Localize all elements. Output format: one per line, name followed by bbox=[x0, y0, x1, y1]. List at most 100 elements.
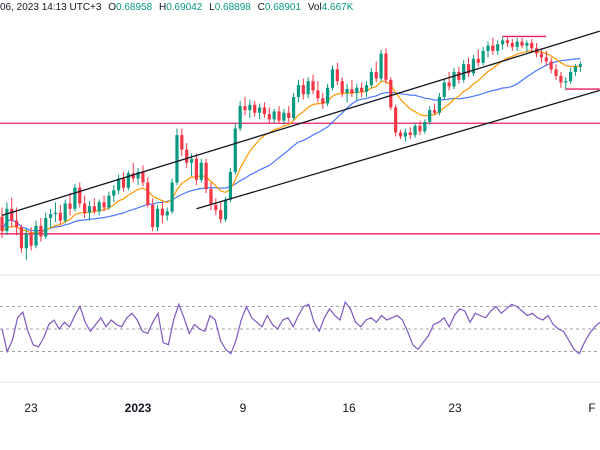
candle-body bbox=[272, 111, 276, 120]
candle-body bbox=[496, 44, 500, 51]
candle-body bbox=[131, 173, 135, 179]
candle-body bbox=[219, 210, 223, 220]
candle-body bbox=[39, 225, 43, 237]
candle-body bbox=[107, 195, 111, 208]
candle-body bbox=[481, 50, 485, 63]
rsi-line bbox=[1, 300, 600, 355]
candle-body bbox=[355, 87, 359, 93]
candle-body bbox=[282, 112, 286, 121]
candle-body bbox=[394, 107, 398, 133]
candle-body bbox=[505, 40, 510, 43]
candle-body bbox=[462, 64, 466, 80]
candle-body bbox=[360, 87, 364, 92]
candle-body bbox=[350, 89, 354, 93]
candle-body bbox=[19, 227, 24, 249]
candle-body bbox=[554, 69, 558, 76]
candle-body bbox=[544, 57, 548, 62]
x-tick-label: 9 bbox=[240, 401, 247, 415]
ohlc-header: 06, 2023 14:13 UTC+3 O0.68958 H0.69042 L… bbox=[0, 0, 600, 16]
candle-body bbox=[204, 162, 208, 190]
candle-body bbox=[364, 85, 369, 92]
candle-body bbox=[228, 171, 233, 200]
candle-body bbox=[233, 128, 237, 172]
moving-average-slow bbox=[1, 58, 581, 232]
candle-body bbox=[486, 45, 490, 51]
candle-body bbox=[151, 204, 155, 228]
candle-body bbox=[14, 220, 19, 228]
candle-body bbox=[389, 79, 393, 108]
candle-body bbox=[369, 71, 373, 86]
candle-body bbox=[170, 182, 174, 212]
candle-body bbox=[112, 190, 116, 196]
candle-body bbox=[73, 187, 77, 209]
candle-body bbox=[10, 208, 14, 221]
candle-body bbox=[311, 81, 315, 91]
x-tick-label: F bbox=[588, 401, 595, 415]
candle-body bbox=[447, 82, 451, 87]
channel-upper-line bbox=[1, 30, 600, 216]
candle-body bbox=[262, 107, 267, 115]
candle-body bbox=[44, 218, 48, 237]
candle-body bbox=[403, 132, 407, 137]
header-date: 06, 2023 14:13 UTC+3 bbox=[0, 2, 102, 13]
candle-body bbox=[253, 104, 257, 113]
candle-body bbox=[321, 98, 325, 104]
candle-body bbox=[457, 71, 461, 80]
candle-body bbox=[326, 87, 330, 104]
volume-value: 4.667K bbox=[321, 2, 354, 13]
candle-body bbox=[374, 71, 378, 79]
candle-body bbox=[243, 106, 247, 111]
candle-body bbox=[432, 110, 437, 113]
candle-body bbox=[199, 162, 203, 180]
candle-body bbox=[87, 206, 92, 213]
candle-body bbox=[408, 132, 412, 136]
x-tick-label: 23 bbox=[24, 401, 38, 415]
candle-body bbox=[384, 53, 388, 80]
high-label: H bbox=[158, 2, 167, 13]
candle-body bbox=[301, 85, 305, 95]
candle-body bbox=[0, 216, 4, 232]
volume-label: Vol bbox=[307, 2, 322, 13]
candle-body bbox=[413, 125, 417, 136]
candle-body bbox=[68, 203, 72, 209]
candle-body bbox=[175, 135, 179, 183]
x-tick-label: 23 bbox=[448, 401, 462, 415]
candle-body bbox=[126, 173, 130, 188]
candle-body bbox=[78, 187, 82, 204]
close-label: C bbox=[257, 2, 265, 13]
candle-body bbox=[5, 208, 9, 232]
candle-body bbox=[24, 233, 28, 249]
close-value: 0.68901 bbox=[264, 2, 302, 13]
candle-body bbox=[398, 132, 403, 137]
high-value: 0.69042 bbox=[166, 2, 203, 13]
candle-body bbox=[189, 158, 194, 163]
candle-body bbox=[53, 212, 58, 215]
candle-body bbox=[471, 58, 476, 74]
candle-body bbox=[287, 112, 291, 118]
low-label: L bbox=[209, 2, 215, 13]
candle-body bbox=[296, 85, 301, 97]
candle-body bbox=[564, 81, 568, 83]
candle-body bbox=[437, 96, 441, 113]
channel-lower-line bbox=[196, 89, 600, 210]
candle-body bbox=[335, 69, 339, 82]
candle-body bbox=[185, 149, 189, 163]
x-tick-label: 16 bbox=[342, 401, 356, 415]
candle-body bbox=[569, 71, 573, 82]
candle-body bbox=[530, 43, 534, 49]
candle-body bbox=[180, 135, 184, 150]
candle-body bbox=[340, 81, 344, 93]
candle-body bbox=[238, 106, 242, 129]
candle-body bbox=[141, 171, 145, 183]
candle-body bbox=[379, 53, 383, 79]
candle-body bbox=[58, 212, 62, 221]
candle-body bbox=[121, 178, 126, 188]
candle-body bbox=[549, 61, 553, 70]
candle-body bbox=[539, 53, 544, 58]
candle-body bbox=[428, 110, 432, 122]
candle-body bbox=[136, 171, 140, 179]
candle-body bbox=[146, 182, 150, 205]
candle-body bbox=[345, 89, 349, 93]
